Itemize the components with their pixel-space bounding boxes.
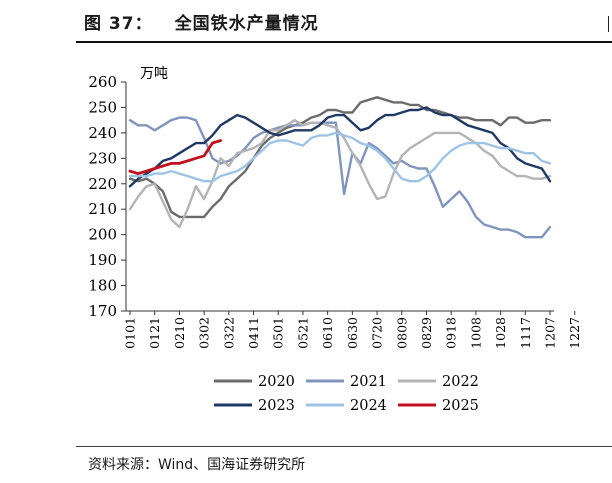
legend-label-2023: 2023 — [258, 398, 295, 414]
legend-label-2025: 2025 — [442, 398, 479, 414]
series-line-2021 — [128, 116, 552, 239]
y-tick-label: 250 — [88, 98, 117, 116]
series-line-2024 — [128, 131, 552, 183]
x-tick-label: 0210 — [172, 317, 187, 349]
figure-title: 图 37： 全国铁水产量情况 — [84, 9, 319, 34]
x-tick-label: 0121 — [147, 317, 162, 349]
series-line-2020 — [128, 96, 552, 219]
x-tick-label: 1227 — [567, 317, 582, 349]
x-tick-label: 0101 — [123, 317, 138, 349]
legend: 2020 2021 2022 2023 2024 2025 — [214, 374, 479, 414]
y-tick-label: 230 — [88, 149, 117, 167]
x-tick-label: 1207 — [543, 317, 558, 349]
bottom-rule — [76, 446, 612, 447]
y-tick-label: 220 — [88, 175, 117, 193]
x-tick-label: 0829 — [419, 317, 434, 349]
legend-label-2021: 2021 — [350, 374, 387, 390]
y-ticks: 170 180 190 200 210 220 230 240 250 260 — [88, 73, 126, 320]
y-tick-label: 190 — [88, 251, 117, 269]
series-line-2023 — [128, 106, 552, 188]
y-tick-label: 240 — [88, 124, 117, 142]
x-tick-label: 0720 — [370, 317, 385, 349]
x-tick-label: 0809 — [394, 317, 409, 349]
x-tick-label: 1028 — [493, 317, 508, 349]
series-line-2022 — [128, 118, 552, 229]
x-tick-label: 1008 — [468, 317, 483, 349]
x-tick-label: 0302 — [197, 317, 212, 349]
x-tick-label: 1117 — [518, 317, 533, 349]
legend-label-2024: 2024 — [350, 398, 387, 414]
series-lines — [128, 96, 552, 239]
legend-label-2020: 2020 — [258, 374, 295, 390]
x-tick-label: 0411 — [246, 317, 261, 349]
chart-axes — [125, 82, 554, 312]
figure-title-text: 全国铁水产量情况 — [174, 14, 319, 34]
y-tick-label: 170 — [88, 302, 117, 320]
x-ticks: 0101 0121 0210 0302 0322 0411 0501 0521 0610 0630… — [123, 311, 582, 349]
x-tick-label: 0630 — [345, 317, 360, 349]
series-line-2025 — [128, 139, 223, 176]
y-tick-label: 200 — [88, 226, 117, 244]
x-tick-label: 0501 — [271, 317, 286, 349]
edge-mark — [608, 16, 612, 32]
x-tick-label: 0521 — [295, 317, 310, 349]
y-tick-label: 180 — [88, 277, 117, 295]
y-tick-label: 260 — [88, 73, 117, 91]
x-tick-label: 0322 — [221, 317, 236, 349]
figure-number: 图 37： — [84, 14, 153, 34]
y-tick-label: 210 — [88, 200, 117, 218]
legend-label-2022: 2022 — [442, 374, 479, 390]
y-unit-label: 万吨 — [140, 66, 168, 82]
top-rule — [76, 41, 612, 43]
source-note: 资料来源：Wind、国海证券研究所 — [88, 457, 306, 473]
x-tick-label: 0610 — [320, 317, 335, 349]
x-tick-label: 0918 — [444, 317, 459, 349]
